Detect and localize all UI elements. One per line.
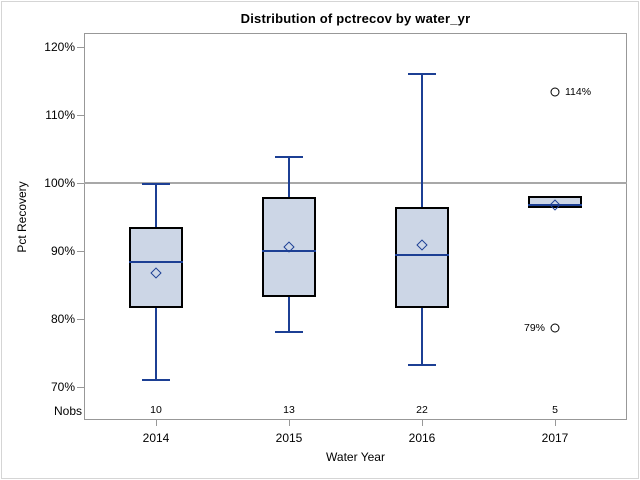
x-axis-title: Water Year — [326, 450, 385, 464]
y-tick-mark — [77, 251, 84, 252]
y-tick-mark — [77, 115, 84, 116]
x-tick-label: 2016 — [408, 431, 436, 445]
lower-whisker — [155, 308, 157, 381]
x-tick-mark — [422, 420, 423, 426]
upper-whisker — [421, 74, 423, 207]
chart-title: Distribution of pctrecov by water_yr — [240, 11, 471, 26]
upper-whisker-cap — [275, 156, 303, 159]
x-tick-label: 2017 — [541, 431, 569, 445]
lower-whisker-cap — [275, 330, 303, 333]
box-2015 — [262, 197, 316, 298]
outlier-point — [550, 87, 560, 97]
reference-line-100pct — [84, 182, 627, 184]
median-line — [262, 250, 316, 252]
x-tick-mark — [289, 420, 290, 426]
y-tick-label: 110% — [45, 108, 75, 122]
y-tick-mark — [77, 387, 84, 388]
y-tick-mark — [77, 183, 84, 184]
nobs-row-label: Nobs — [53, 404, 82, 418]
outlier-point — [550, 323, 560, 333]
y-tick-label: 70% — [50, 380, 75, 394]
nobs-value: 13 — [283, 404, 295, 416]
lower-whisker — [421, 308, 423, 366]
y-tick-label: 100% — [44, 176, 75, 190]
y-tick-mark — [77, 319, 84, 320]
x-tick-mark — [555, 420, 556, 426]
y-tick-label: 80% — [50, 312, 75, 326]
median-line — [395, 254, 449, 257]
lower-whisker — [288, 297, 290, 332]
nobs-value: 22 — [416, 404, 428, 416]
upper-whisker-cap — [142, 183, 170, 186]
outlier-label: 79% — [523, 321, 545, 334]
median-line — [528, 203, 582, 206]
x-tick-mark — [156, 420, 157, 426]
median-line — [129, 260, 183, 263]
x-tick-label: 2014 — [142, 431, 170, 445]
nobs-value: 5 — [552, 404, 558, 416]
upper-whisker — [288, 157, 290, 198]
box-2014 — [129, 227, 183, 309]
y-tick-label: 90% — [50, 244, 75, 258]
outlier-label: 114% — [565, 85, 592, 98]
y-tick-mark — [77, 47, 84, 48]
upper-whisker — [155, 184, 157, 228]
y-axis-title: Pct Recovery — [15, 181, 29, 253]
y-tick-label: 120% — [44, 40, 75, 54]
nobs-value: 10 — [150, 404, 162, 416]
upper-whisker-cap — [408, 73, 436, 76]
plot-area-frame — [84, 33, 627, 420]
x-tick-label: 2015 — [275, 431, 303, 445]
lower-whisker-cap — [408, 364, 436, 367]
box-2016 — [395, 206, 449, 309]
lower-whisker-cap — [142, 379, 170, 382]
